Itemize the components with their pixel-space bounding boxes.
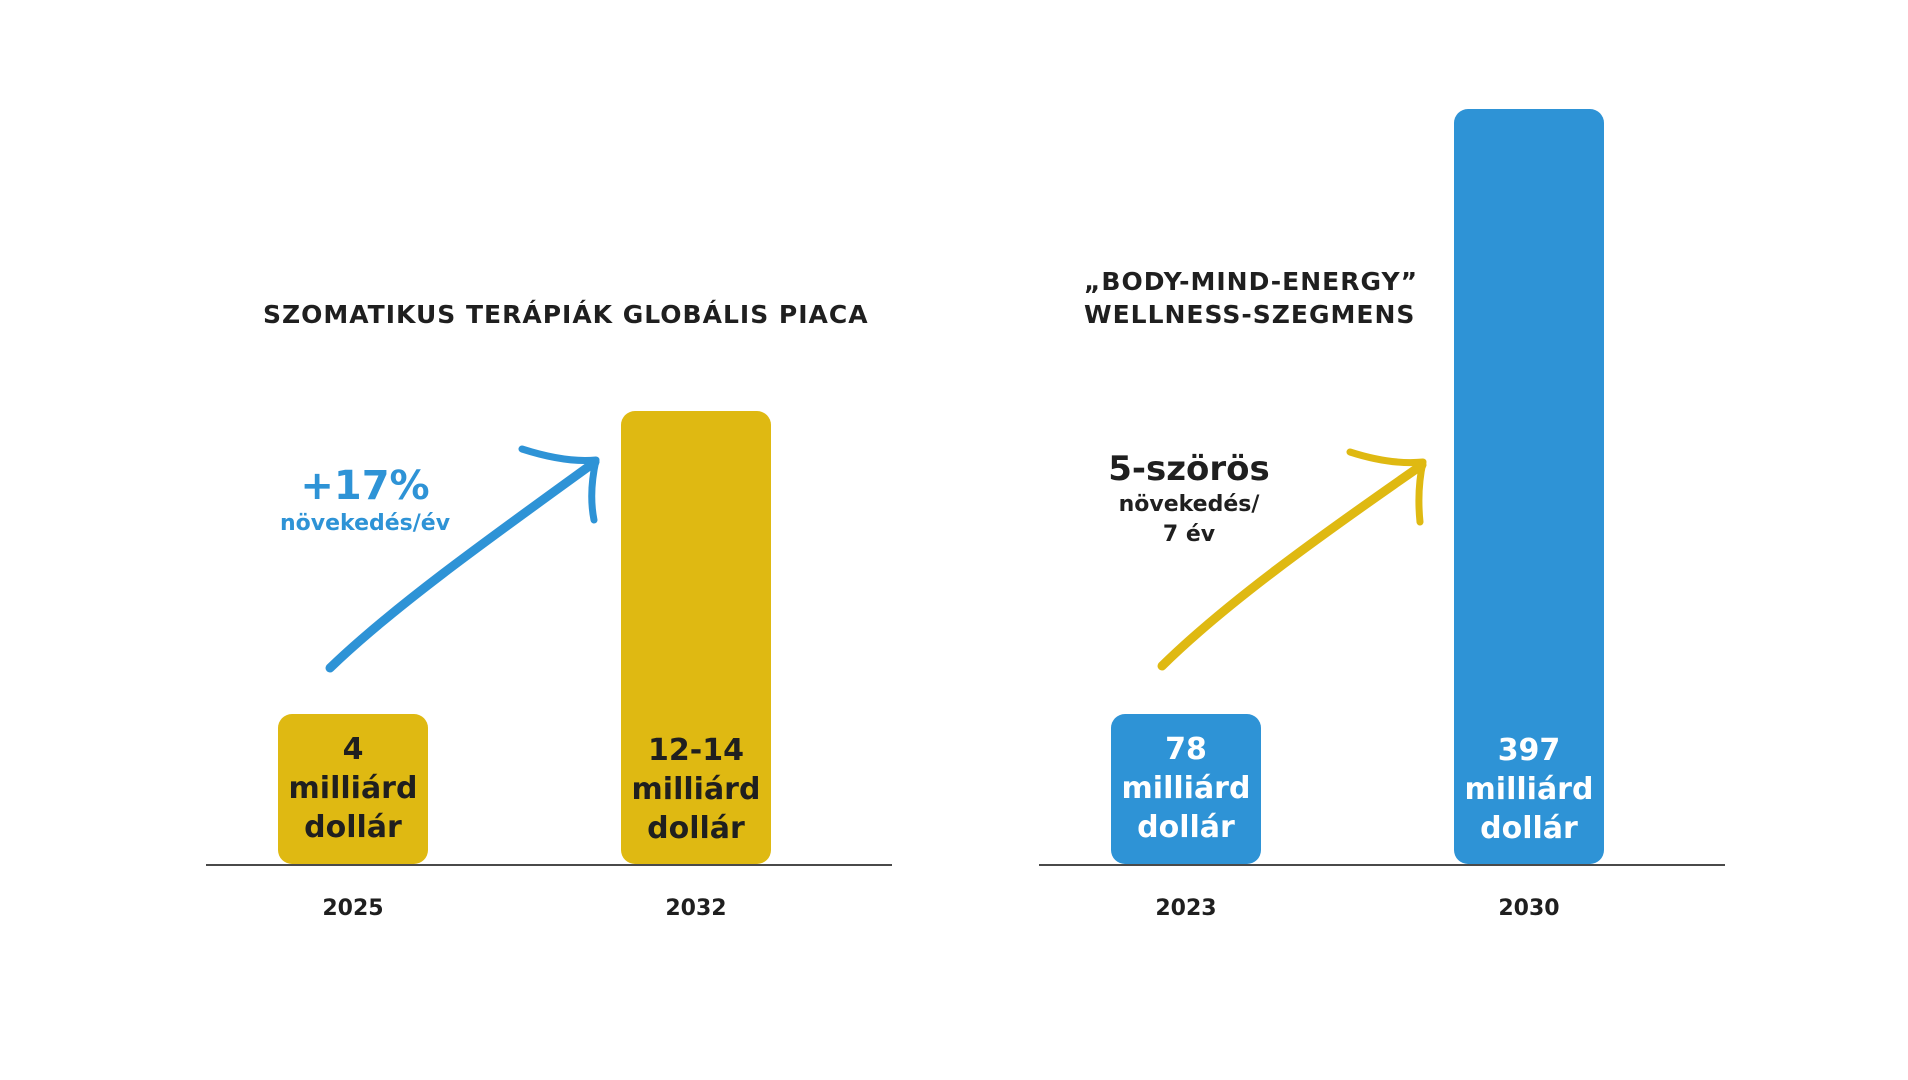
bar-2030-unit2: dollár [1480, 811, 1578, 846]
baseline-right [1039, 864, 1725, 866]
bar-2032-unit2: dollár [647, 811, 745, 846]
bar-2030: 397 milliárd dollár [1454, 109, 1604, 864]
growth-multiple-sublabel2: 7 év [1162, 522, 1216, 547]
x-tick-2032: 2032 [665, 896, 727, 921]
chart-title-left-text: SZOMATIKUS TERÁPIÁK GLOBÁLIS PIACA [263, 300, 869, 329]
growth-arrow-left-icon [325, 445, 600, 673]
bar-2025-unit1: milliárd [288, 771, 418, 806]
bar-2030-unit1: milliárd [1464, 772, 1594, 807]
x-tick-2023: 2023 [1155, 896, 1217, 921]
bar-2032-value: 12-14 [648, 733, 744, 768]
bar-2032-unit1: milliárd [631, 772, 761, 807]
growth-annotation-left: +17% növekedés/év [280, 462, 450, 538]
bar-2025-unit2: dollár [304, 810, 402, 845]
bar-2032: 12-14 milliárd dollár [621, 411, 771, 864]
chart-title-right-line2: WELLNESS-SZEGMENS [1084, 300, 1416, 329]
chart-left: SZOMATIKUS TERÁPIÁK GLOBÁLIS PIACA +17% … [206, 298, 892, 921]
growth-rate-sublabel: növekedés/év [280, 511, 451, 536]
chart-title-right: „BODY-MIND-ENERGY” WELLNESS-SZEGMENS [1084, 265, 1418, 331]
growth-annotation-right: 5-szörös növekedés/ 7 év [1104, 448, 1274, 550]
bar-2023-unit2: dollár [1137, 810, 1235, 845]
growth-multiple-label: 5-szörös [1108, 449, 1270, 489]
bar-2025: 4 milliárd dollár [278, 714, 428, 864]
growth-rate-label: +17% [300, 463, 430, 509]
baseline-left [206, 864, 892, 866]
bar-2025-value: 4 [342, 732, 364, 767]
chart-right: „BODY-MIND-ENERGY” WELLNESS-SZEGMENS 5-s… [954, 0, 1908, 1080]
bar-2023-value: 78 [1165, 732, 1207, 767]
growth-multiple-sublabel1: növekedés/ [1118, 492, 1260, 517]
x-tick-2030: 2030 [1498, 896, 1560, 921]
bar-2023-unit1: milliárd [1121, 771, 1251, 806]
x-tick-2025: 2025 [322, 896, 384, 921]
chart-title-left: SZOMATIKUS TERÁPIÁK GLOBÁLIS PIACA [263, 298, 869, 331]
bar-2023: 78 milliárd dollár [1111, 714, 1261, 864]
growth-arrow-right-icon [1157, 448, 1427, 671]
chart-title-right-line1: „BODY-MIND-ENERGY” [1084, 267, 1419, 296]
bar-2030-value: 397 [1497, 733, 1561, 768]
